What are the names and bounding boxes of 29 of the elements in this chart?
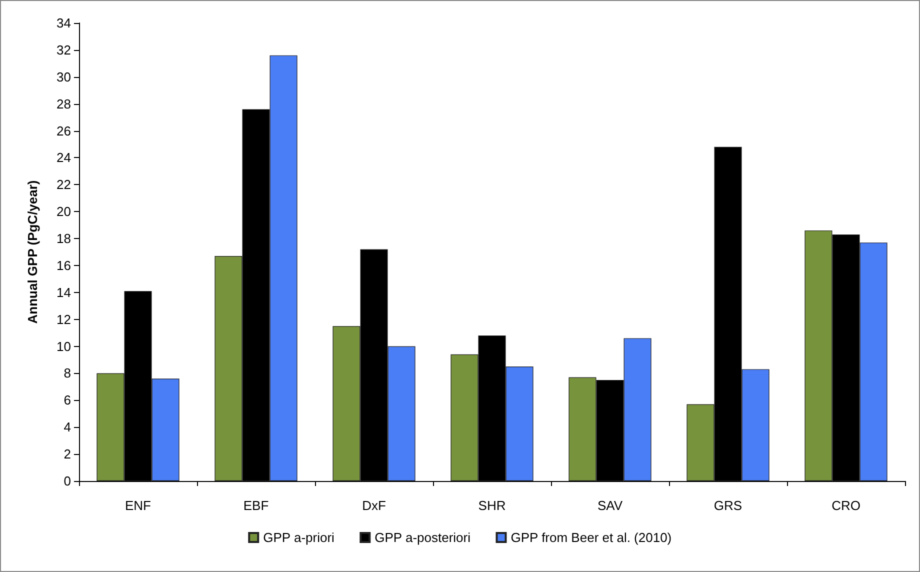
y-tick-label: 0: [64, 474, 71, 488]
x-tick-label: DxF: [362, 498, 386, 513]
y-tick-label: 26: [56, 123, 71, 138]
y-tick-label: 4: [64, 420, 71, 435]
y-tick-label: 20: [56, 204, 71, 220]
legend-label: GPP from Beer et al. (2010): [510, 530, 672, 545]
y-tick-label: 34: [56, 16, 71, 30]
x-tick-label: CRO: [832, 498, 860, 513]
legend-label: GPP a-priori: [263, 530, 335, 545]
legend-label: GPP a-posteriori: [374, 530, 471, 545]
y-tick-label: 22: [56, 177, 71, 192]
y-tick-label: 32: [56, 42, 71, 58]
y-tick-label: 24: [56, 150, 71, 166]
y-tick-label: 14: [56, 284, 71, 300]
y-tick-label: 12: [56, 312, 71, 327]
x-tick-label: EBF: [243, 498, 269, 513]
y-tick-label: 30: [56, 69, 71, 84]
y-axis-title: Annual GPP (PgC/year): [25, 180, 40, 324]
x-tick-label: GRS: [714, 498, 742, 513]
y-tick-label: 8: [64, 366, 71, 381]
y-tick-label: 18: [56, 231, 71, 246]
x-tick-label: SHR: [478, 498, 506, 513]
x-tick-label: SAV: [597, 498, 623, 513]
y-tick-label: 6: [64, 392, 71, 408]
y-tick-label: 28: [56, 96, 71, 112]
x-tick-label: ENF: [125, 498, 152, 513]
y-tick-label: 10: [56, 338, 71, 354]
y-tick-label: 16: [56, 258, 71, 273]
y-tick-label: 2: [64, 446, 71, 462]
